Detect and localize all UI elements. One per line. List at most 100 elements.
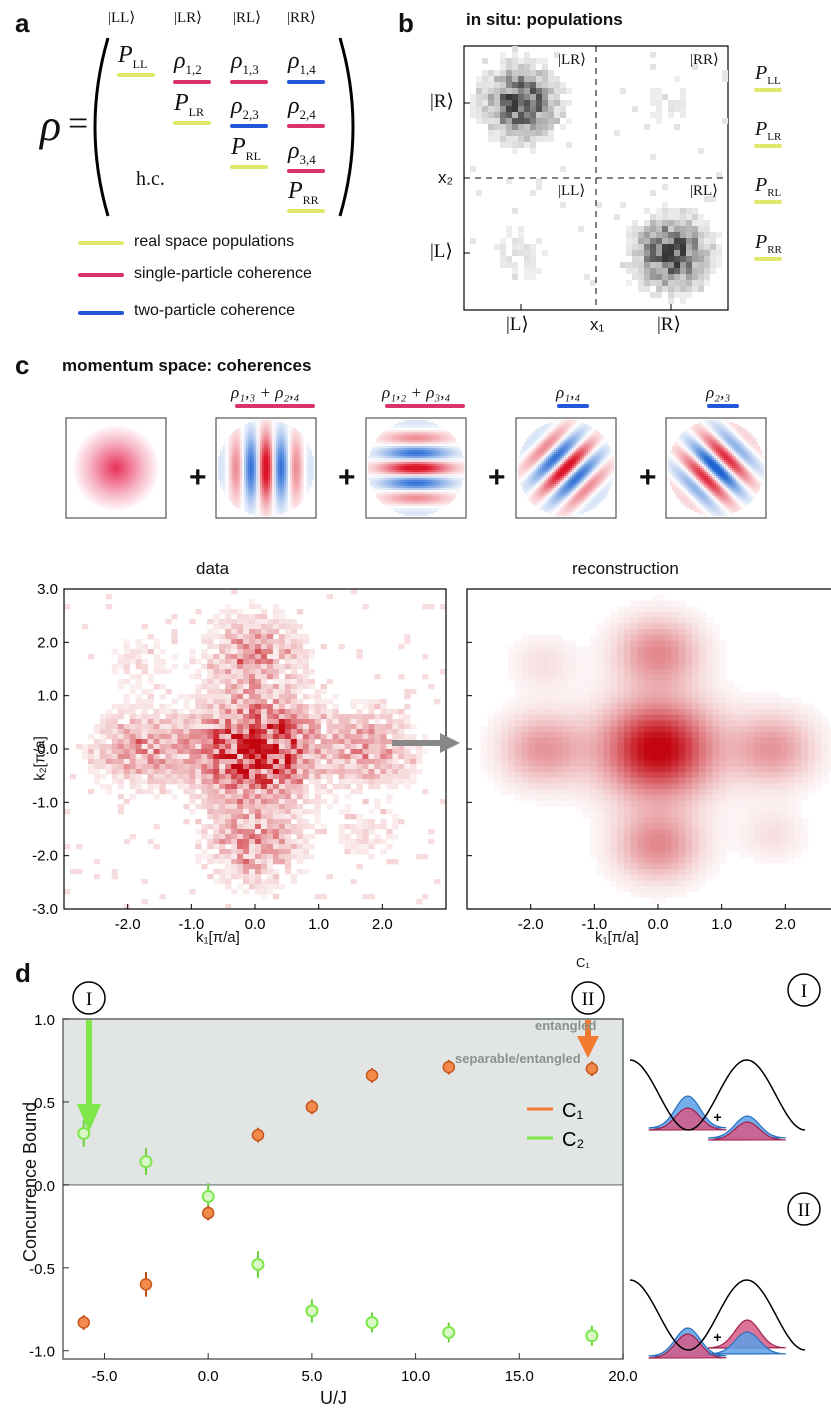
legend-label-two: two-particle coherence (134, 302, 295, 319)
density-pixel (548, 70, 554, 76)
density-pixel (524, 274, 530, 280)
density-pixel (530, 262, 536, 268)
density-pixel (536, 136, 542, 142)
density-pixel (668, 286, 674, 292)
entry-P-LL: PLL (118, 42, 148, 71)
density-pixel (632, 262, 638, 268)
k1-tick: 2.0 (775, 916, 796, 933)
density-pixel (650, 244, 656, 250)
density-pixel (650, 64, 656, 70)
c1-point (139, 1278, 153, 1291)
density-pixel (650, 256, 656, 262)
term-label-1: ρ₁,₃ + ρ₂,₄ (231, 383, 300, 402)
density-pixel (638, 256, 644, 262)
density-pixel (650, 274, 656, 280)
bar-P-LR (173, 121, 211, 125)
density-pixel (548, 88, 554, 94)
density-pixel (716, 262, 722, 268)
panel-b-label: b (398, 8, 414, 38)
density-pixel (626, 250, 632, 256)
density-pixel (548, 100, 554, 106)
density-pixel (536, 88, 542, 94)
density-pixel (554, 118, 560, 124)
density-pixel (644, 274, 650, 280)
density-pixel (500, 94, 506, 100)
density-pixel (626, 280, 632, 286)
density-pixel (716, 244, 722, 250)
col-header-LL: |LL⟩ (108, 10, 136, 26)
density-pixel (560, 166, 566, 172)
density-pixel (596, 202, 602, 208)
density-pixel (638, 226, 644, 232)
density-pixel (530, 64, 536, 70)
density-pixel (530, 112, 536, 118)
x-axis-label: x₁ (590, 315, 605, 334)
density-pixel (650, 154, 656, 160)
quadrant-label-LR: |LR⟩ (558, 52, 587, 68)
density-pixel (506, 178, 512, 184)
density-pixel (542, 88, 548, 94)
density-pixel (704, 256, 710, 262)
density-pixel (500, 136, 506, 142)
density-pixel (524, 256, 530, 262)
density-pixel (710, 232, 716, 238)
panel-b-title: in situ: populations (466, 10, 623, 29)
x-tick: -5.0 (92, 1368, 118, 1385)
density-pixel (542, 118, 548, 124)
y-tick-R: |R⟩ (430, 91, 454, 112)
density-pixel (680, 298, 686, 304)
density-pixel (518, 118, 524, 124)
density-pixel (500, 238, 506, 244)
density-pixel (638, 274, 644, 280)
density-pixel (656, 256, 662, 262)
density-pixel (512, 94, 518, 100)
density-pixel (674, 250, 680, 256)
entry-rho-12: ρ1,2 (174, 48, 202, 77)
density-pixel (548, 94, 554, 100)
density-pixel (680, 262, 686, 268)
density-pixel (692, 256, 698, 262)
density-pixel (716, 172, 722, 178)
density-pixel (494, 136, 500, 142)
density-pixel (674, 214, 680, 220)
density-pixel (548, 130, 554, 136)
density-pixel (512, 88, 518, 94)
plus-sign-4: + (639, 461, 657, 494)
k1-tick: 1.0 (711, 916, 732, 933)
entry-rho-24: ρ2,4 (288, 93, 316, 122)
density-pixel (500, 244, 506, 250)
density-pixel (644, 226, 650, 232)
density-pixel (518, 112, 524, 118)
x-tick: 15.0 (505, 1368, 534, 1385)
density-pixel (674, 220, 680, 226)
density-pixel (656, 238, 662, 244)
density-pixel (494, 244, 500, 250)
density-pixel (500, 82, 506, 88)
density-pixel (668, 268, 674, 274)
density-pixel (560, 88, 566, 94)
entry-rho-23: ρ2,3 (231, 93, 259, 122)
density-pixel (668, 292, 674, 298)
density-pixel (650, 232, 656, 238)
density-pixel (512, 142, 518, 148)
density-pixel (536, 100, 542, 106)
density-pixel (704, 262, 710, 268)
term-bar-1 (235, 404, 315, 408)
separable-text: separable/entangled (455, 1051, 581, 1066)
density-pixel (524, 100, 530, 106)
density-pixel (650, 88, 656, 94)
density-pixel (536, 76, 542, 82)
density-pixel (704, 250, 710, 256)
density-pixel (488, 106, 494, 112)
density-pixel (668, 232, 674, 238)
density-pixel (488, 82, 494, 88)
density-pixel (512, 124, 518, 130)
density-pixel (698, 232, 704, 238)
x-tick-L: |L⟩ (506, 314, 529, 335)
density-pixel (674, 280, 680, 286)
density-pixel (482, 82, 488, 88)
density-pixel (674, 274, 680, 280)
density-pixel (500, 106, 506, 112)
density-pixel (494, 88, 500, 94)
inset-marker-II (787, 1192, 821, 1226)
